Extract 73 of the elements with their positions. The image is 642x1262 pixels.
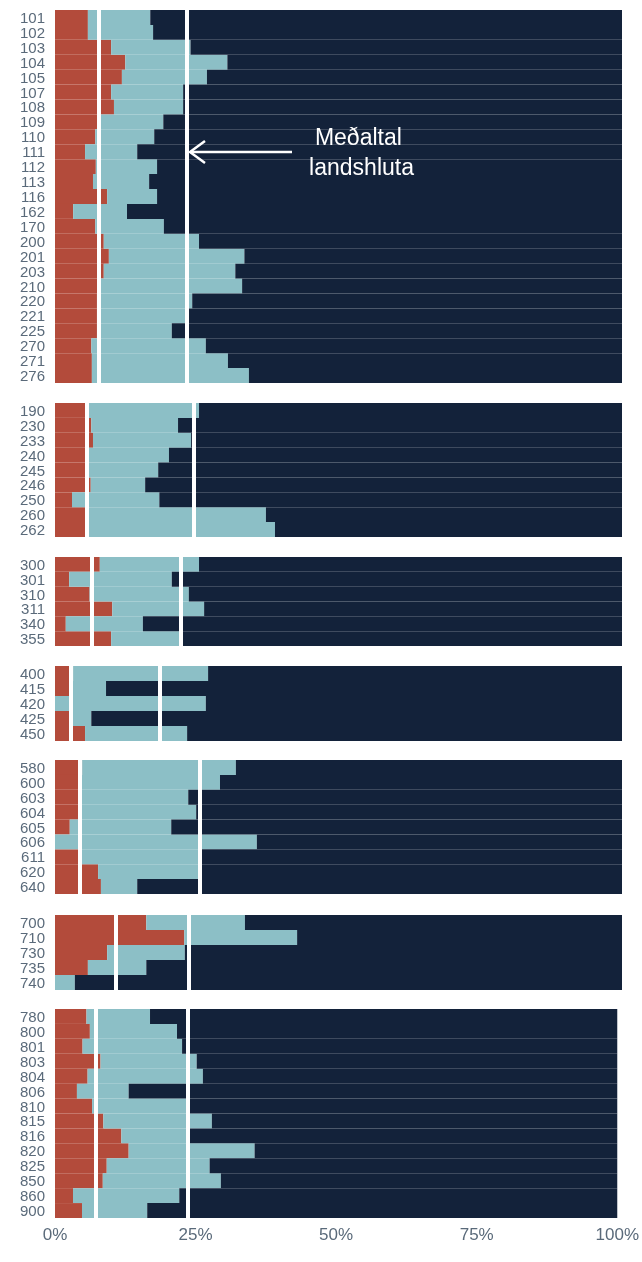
y-tick-label: 102 — [19, 23, 45, 41]
y-tick-label: 162 — [19, 202, 45, 220]
y-tick-label: 210 — [19, 277, 45, 295]
y-tick-label: 620 — [19, 863, 45, 881]
y-tick-label: 190 — [19, 401, 45, 419]
y-tick-label: 260 — [19, 505, 45, 523]
y-tick-label: 825 — [19, 1157, 45, 1175]
y-tick-label: 225 — [19, 322, 45, 340]
y-tick-label: 810 — [19, 1097, 45, 1115]
y-tick-label: 103 — [19, 38, 45, 56]
y-tick-label: 104 — [19, 53, 45, 71]
y-tick-label: 201 — [19, 247, 45, 265]
y-tick-label: 230 — [19, 416, 45, 434]
y-tick-label: 262 — [19, 520, 45, 538]
y-tick-label: 111 — [22, 143, 45, 161]
y-tick-label: 735 — [19, 958, 45, 976]
y-tick-label: 221 — [19, 307, 45, 325]
y-tick-label: 860 — [19, 1187, 45, 1205]
y-tick-label: 250 — [19, 490, 45, 508]
y-tick-label: 730 — [19, 943, 45, 961]
y-tick-label: 108 — [19, 98, 45, 116]
y-tick-label: 109 — [19, 113, 45, 131]
y-tick-label: 700 — [19, 913, 45, 931]
y-tick-label: 270 — [19, 337, 45, 355]
x-tick-label: 100% — [595, 1225, 639, 1245]
y-tick-label: 200 — [19, 232, 45, 250]
y-tick-label: 105 — [19, 68, 45, 86]
y-tick-label: 220 — [19, 292, 45, 310]
y-tick-label: 640 — [19, 878, 45, 896]
y-tick-label: 450 — [19, 724, 45, 742]
y-tick-label: 820 — [19, 1142, 45, 1160]
y-tick-label: 850 — [19, 1172, 45, 1190]
y-tick-label: 300 — [19, 555, 45, 573]
y-tick-label: 271 — [19, 352, 45, 370]
y-tick-label: 170 — [19, 217, 45, 235]
y-tick-label: 240 — [19, 446, 45, 464]
y-tick-label: 355 — [19, 629, 45, 647]
x-tick-label: 0% — [42, 1225, 68, 1245]
y-tick-label: 116 — [21, 188, 45, 205]
x-tick-label: 25% — [178, 1225, 213, 1245]
y-tick-label: 101 — [19, 8, 45, 26]
y-tick-label: 113 — [21, 173, 45, 191]
y-tick-label: 110 — [21, 128, 45, 146]
y-tick-label: 112 — [21, 158, 45, 176]
y-tick-label: 580 — [19, 759, 45, 777]
y-tick-label: 801 — [19, 1037, 45, 1055]
y-tick-label: 415 — [19, 679, 45, 697]
y-tick-label: 107 — [19, 83, 45, 101]
y-tick-label: 740 — [19, 973, 45, 991]
y-tick-label: 900 — [19, 1202, 45, 1220]
y-tick-label: 301 — [19, 570, 45, 588]
y-tick-label: 603 — [19, 789, 45, 807]
y-tick-label: 710 — [19, 928, 45, 946]
y-tick-label: 425 — [19, 709, 45, 727]
y-tick-label: 806 — [19, 1082, 45, 1100]
y-tick-label: 804 — [19, 1067, 45, 1085]
y-tick-label: 276 — [19, 367, 45, 385]
y-tick-label: 815 — [19, 1112, 45, 1130]
y-tick-label: 606 — [19, 833, 45, 851]
y-tick-label: 400 — [19, 664, 45, 682]
y-tick-label: 816 — [19, 1127, 45, 1145]
y-tick-label: 246 — [19, 475, 45, 493]
y-tick-label: 233 — [19, 431, 45, 449]
y-tick-label: 245 — [19, 461, 45, 478]
x-tick-label: 75% — [459, 1225, 494, 1245]
y-tick-label: 600 — [19, 774, 45, 792]
y-tick-label: 203 — [19, 262, 45, 280]
y-tick-label: 420 — [19, 694, 45, 712]
x-tick-label: 50% — [319, 1225, 354, 1245]
y-tick-label: 803 — [19, 1052, 45, 1070]
annotation: Meðaltal landshluta — [309, 123, 415, 180]
y-tick-label: 611 — [21, 848, 45, 866]
y-tick-label: 310 — [19, 585, 45, 603]
